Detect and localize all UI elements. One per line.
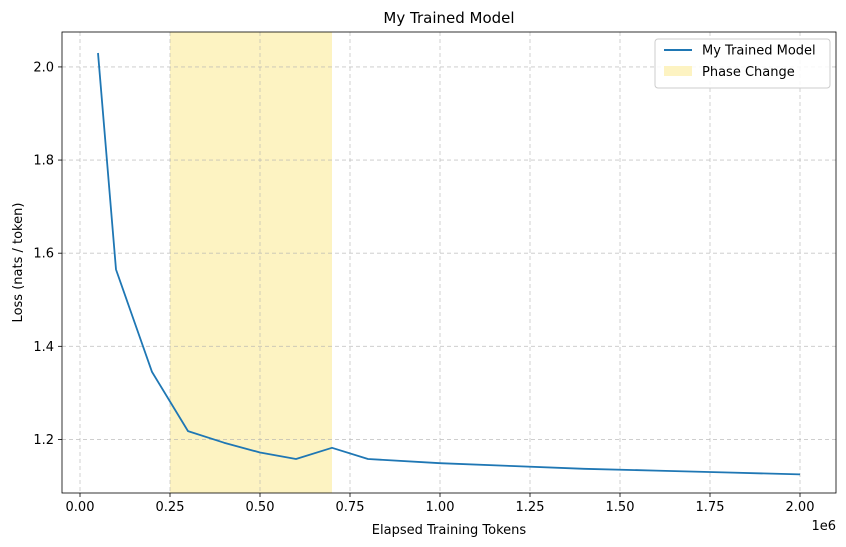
- grid-layer: [62, 32, 836, 493]
- series-layer: [97, 52, 801, 476]
- series-line-my-trained-model: [97, 52, 801, 476]
- x-tick-label: 1.00: [426, 500, 455, 515]
- x-tick-label: 1.50: [606, 500, 635, 515]
- legend-box: [654, 38, 831, 89]
- tick-layer: 0.00 0.25 0.50 0.75 1.00 1.25 1.50 1.75 2.00 1.2 1…: [33, 60, 814, 515]
- legend: My Trained Model Phase Change: [654, 38, 831, 89]
- legend-shade-label: Phase Change: [702, 65, 795, 80]
- x-tick-label: 1.25: [516, 500, 545, 515]
- x-tick-label: 1.75: [696, 500, 725, 515]
- plot-frame: [61, 31, 837, 494]
- chart-title: My Trained Model: [383, 9, 514, 27]
- y-tick-label: 1.2: [33, 433, 54, 448]
- x-tick-label: 0.00: [66, 500, 95, 515]
- x-axis-offset-label: 1e6: [811, 519, 836, 534]
- shaded-region-phase-change: [170, 32, 332, 493]
- x-tick-label: 0.75: [336, 500, 365, 515]
- x-tick-label: 0.25: [156, 500, 185, 515]
- y-tick-label: 1.6: [33, 247, 54, 262]
- y-tick-label: 1.8: [33, 154, 54, 169]
- x-axis-title: Elapsed Training Tokens: [372, 523, 527, 538]
- legend-line-label: My Trained Model: [702, 44, 816, 59]
- x-tick-label: 2.00: [786, 500, 815, 515]
- y-tick-label: 2.0: [33, 60, 54, 75]
- legend-shade-swatch: [664, 66, 692, 76]
- y-tick-label: 1.4: [33, 340, 54, 355]
- y-axis-title: Loss (nats / token): [11, 203, 26, 323]
- x-tick-label: 0.50: [246, 500, 275, 515]
- shaded-region-layer: [170, 32, 332, 493]
